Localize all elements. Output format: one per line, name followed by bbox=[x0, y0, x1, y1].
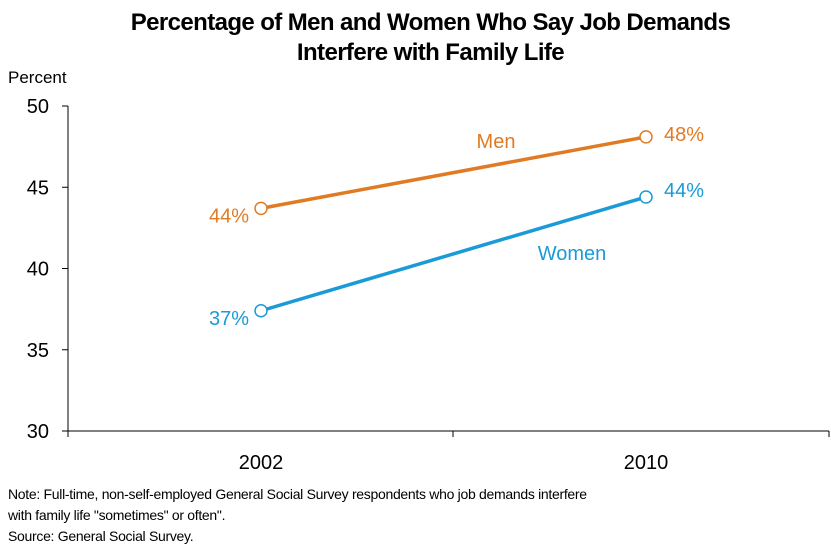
y-tick-label: 40 bbox=[27, 259, 49, 281]
chart-title-line-1: Percentage of Men and Women Who Say Job … bbox=[130, 9, 731, 36]
data-point bbox=[639, 130, 653, 144]
y-tick-label: 30 bbox=[27, 421, 49, 443]
data-label: 48% bbox=[664, 124, 704, 146]
series-women: 37% 44% Women bbox=[209, 180, 704, 330]
series-name-label: Men bbox=[477, 131, 516, 153]
x-tick-label: 2010 bbox=[624, 452, 669, 474]
y-tick-label: 35 bbox=[27, 340, 49, 362]
note-line-2: with family life "sometimes" or often". bbox=[8, 507, 226, 523]
data-label: 44% bbox=[664, 180, 704, 202]
series-line bbox=[260, 135, 647, 211]
data-point bbox=[639, 190, 653, 204]
note-line-1: Note: Full-time, non-self-employed Gener… bbox=[8, 486, 587, 502]
data-point bbox=[254, 304, 268, 318]
series-men: 44% 48% Men bbox=[209, 124, 704, 228]
chart-title: Percentage of Men and Women Who Say Job … bbox=[0, 8, 831, 68]
data-label: 37% bbox=[209, 308, 249, 330]
series-layer: 44% 48% Men 37% 44% Women bbox=[209, 124, 704, 330]
series-name-label: Women bbox=[538, 243, 607, 265]
data-point bbox=[254, 201, 268, 216]
series-line bbox=[260, 195, 647, 313]
y-tick-label: 45 bbox=[27, 177, 49, 199]
y-tick-label: 50 bbox=[27, 96, 49, 118]
data-label: 44% bbox=[209, 205, 249, 227]
source-line: Source: General Social Survey. bbox=[8, 528, 194, 544]
chart-title-line-2: Interfere with Family Life bbox=[296, 39, 565, 66]
axes: 30 35 40 45 50 2002 2010 bbox=[27, 96, 830, 474]
footnotes: Note: Full-time, non-self-employed Gener… bbox=[8, 484, 823, 547]
x-tick-label: 2002 bbox=[239, 452, 284, 474]
y-axis-label: Percent bbox=[8, 68, 67, 87]
